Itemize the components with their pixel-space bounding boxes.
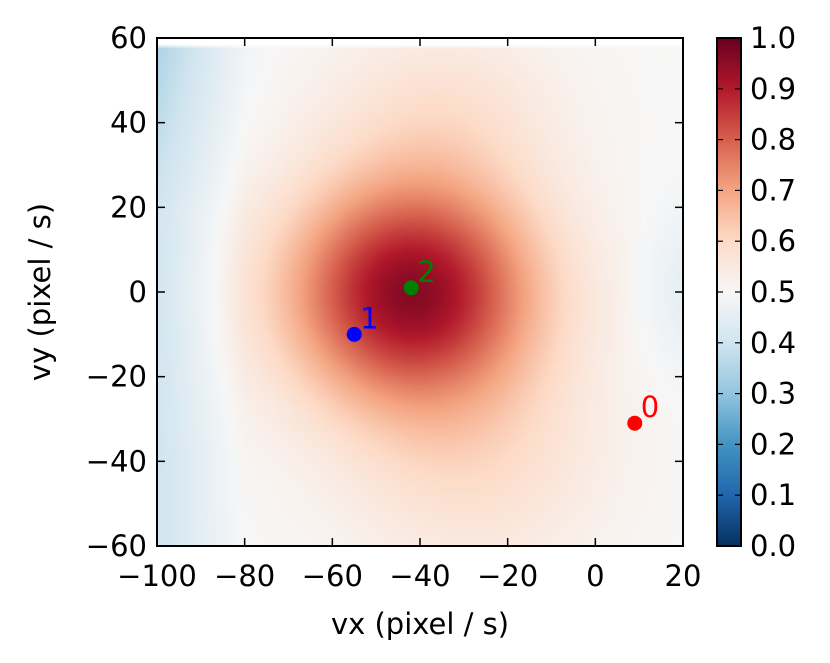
y-tick-label: −20: [86, 360, 147, 394]
x-tick-label: 20: [665, 559, 702, 593]
x-tick-label: −80: [214, 559, 275, 593]
y-tick-label: 20: [110, 190, 147, 224]
point-marker-0: [627, 415, 643, 431]
colorbar-ticks: 0.0 0.1 0.2 0.3 0.4 0.5 0.6 0.7 0.8 0.9 1.0: [717, 21, 796, 563]
colorbar-tick-label: 0.5: [750, 275, 796, 309]
point-label-0: 0: [641, 390, 659, 424]
colorbar-tick-label: 0.1: [750, 478, 796, 512]
y-tick-label: 60: [110, 21, 147, 55]
colorbar-tick-label: 0.6: [750, 224, 796, 258]
y-tick-label: 40: [110, 106, 147, 140]
marker-layer: 0 1 2: [346, 255, 659, 431]
colorbar-tick-label: 0.4: [750, 326, 796, 360]
colorbar-tick-label: 0.8: [750, 123, 796, 157]
point-label-2: 2: [417, 255, 435, 289]
heatmap-image: [157, 38, 683, 546]
point-marker-1: [346, 326, 362, 342]
x-axis-label: vx (pixel / s): [331, 607, 509, 641]
y-tick-label: −40: [86, 444, 147, 478]
colorbar-tick-label: 0.3: [750, 377, 796, 411]
x-tick-label: 0: [586, 559, 604, 593]
colorbar-tick-label: 0.0: [750, 529, 796, 563]
colorbar-tick-label: 1.0: [750, 21, 796, 55]
x-tick-label: −60: [302, 559, 363, 593]
point-marker-2: [403, 280, 419, 296]
colorbar-tick-label: 0.9: [750, 72, 796, 106]
x-axis-ticks: −100 −80 −60 −40 −20 0 20: [117, 38, 701, 593]
y-axis-label: vy (pixel / s): [23, 203, 57, 381]
colorbar: 0.0 0.1 0.2 0.3 0.4 0.5 0.6 0.7 0.8 0.9 1.0: [716, 21, 796, 563]
plot-area: 0 1 2: [156, 37, 684, 547]
y-tick-label: 0: [129, 275, 147, 309]
colorbar-tick-label: 0.7: [750, 173, 796, 207]
point-label-1: 1: [360, 301, 378, 335]
y-tick-label: −60: [86, 529, 147, 563]
colorbar-tick-label: 0.2: [750, 427, 796, 461]
x-tick-label: −100: [117, 559, 197, 593]
x-tick-label: −40: [389, 559, 450, 593]
x-tick-label: −20: [477, 559, 538, 593]
